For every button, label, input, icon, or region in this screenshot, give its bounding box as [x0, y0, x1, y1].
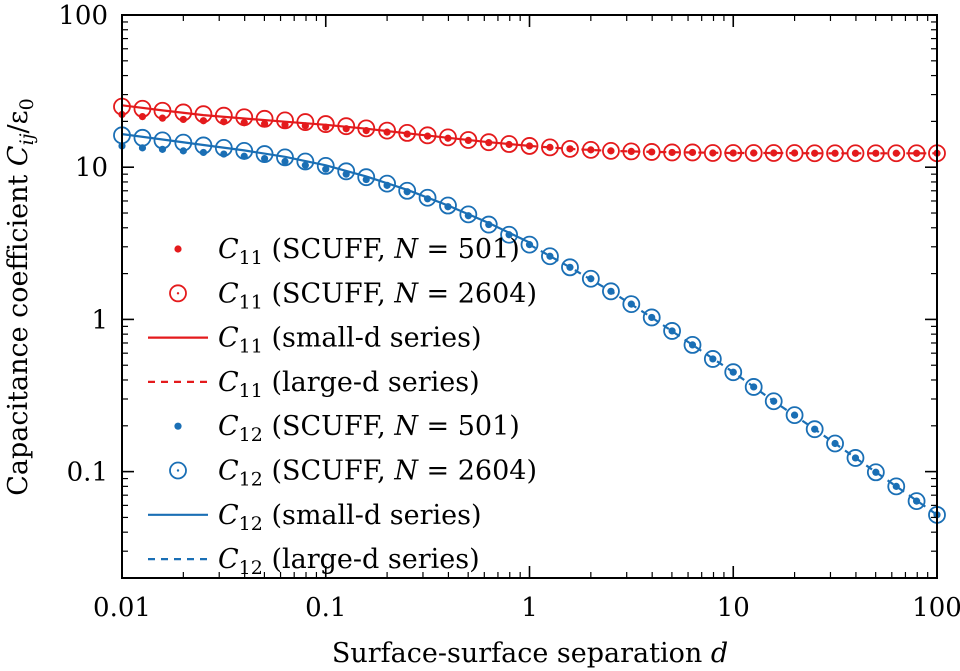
data-point-ring — [337, 162, 356, 181]
legend-label: C11 (large-d series) — [218, 367, 480, 402]
data-point-ring — [439, 196, 457, 215]
data-point-ring — [561, 258, 579, 277]
data-point-ring — [764, 392, 783, 411]
data-point-ring — [826, 434, 844, 453]
data-point — [627, 147, 635, 156]
data-point-ring — [744, 144, 763, 162]
data-point-ring — [683, 336, 702, 354]
x-tick-label: 10 — [717, 593, 750, 623]
legend-ring-center — [176, 292, 180, 295]
legend-label: C12 (SCUFF, N = 2604) — [218, 456, 537, 491]
plot-marks — [113, 97, 946, 524]
data-point — [912, 149, 921, 157]
data-point-ring — [887, 144, 906, 163]
data-point-ring — [357, 168, 376, 187]
data-point-ring — [866, 463, 885, 482]
data-point-ring — [785, 406, 804, 425]
data-point — [158, 145, 167, 153]
data-point-ring — [805, 420, 824, 439]
data-point-ring — [602, 141, 620, 160]
data-point-ring — [846, 449, 865, 467]
data-point-ring — [296, 152, 315, 171]
data-point — [770, 149, 778, 157]
y-axis-label: Capacitance coefficient Cij/ε0 — [3, 98, 38, 495]
data-point — [912, 497, 921, 505]
data-point — [872, 149, 880, 157]
data-point — [587, 146, 595, 154]
data-point-ring — [602, 282, 620, 301]
data-point — [301, 161, 309, 169]
series-line-2 — [121, 104, 530, 147]
series-line-7 — [528, 243, 938, 516]
data-point-ring — [581, 269, 600, 288]
data-point-ring — [744, 378, 763, 396]
data-point-ring — [316, 156, 335, 175]
data-point — [688, 148, 697, 157]
data-point-ring — [622, 295, 641, 314]
data-point — [546, 143, 554, 151]
data-point-ring — [500, 225, 518, 244]
data-point-ring — [541, 247, 559, 266]
data-point-ring — [703, 350, 722, 368]
data-point-ring — [520, 235, 539, 254]
data-point — [281, 157, 289, 166]
data-point-ring — [479, 215, 498, 234]
data-point-ring — [887, 477, 906, 496]
legend-label: C12 (SCUFF, N = 501) — [218, 411, 520, 446]
data-point — [668, 148, 676, 157]
data-point-ring — [398, 181, 417, 200]
data-point — [179, 115, 187, 124]
legend-ring-marker — [169, 461, 187, 480]
x-tick-label: 100 — [912, 593, 960, 623]
data-point-ring — [907, 492, 926, 511]
data-point-ring — [378, 174, 396, 193]
legend-label: C11 (SCUFF, N = 501) — [218, 234, 520, 269]
legend-label: C12 (small-d series) — [218, 500, 482, 535]
legend-dot-marker — [174, 422, 182, 430]
data-point-ring — [663, 322, 681, 340]
data-point — [260, 154, 269, 163]
legend-dot-marker — [174, 245, 182, 253]
legend-label: C11 (SCUFF, N = 2604) — [218, 278, 537, 313]
data-point — [322, 165, 330, 173]
data-point-ring — [459, 205, 478, 224]
legend-ring-marker — [169, 284, 187, 303]
data-point — [260, 120, 269, 128]
data-point-ring — [724, 363, 743, 382]
data-point — [546, 252, 554, 260]
x-axis-label: Surface-surface separation d — [332, 638, 728, 669]
legend-label: C11 (small-d series) — [218, 323, 482, 358]
data-point — [811, 149, 819, 157]
data-point-ring — [642, 308, 661, 327]
data-point — [199, 148, 208, 157]
legend: C11 (SCUFF, N = 501) C11 (SCUFF, N = 2604… — [148, 234, 537, 579]
data-point — [199, 117, 208, 125]
data-point — [281, 121, 289, 129]
legend-label: C12 (large-d series) — [218, 544, 480, 579]
series-line-6 — [121, 133, 530, 244]
data-point — [729, 149, 737, 157]
legend-ring-center — [176, 469, 180, 472]
data-point-ring — [418, 188, 437, 207]
x-tick-label: 1 — [521, 593, 538, 623]
x-tick-label: 0.01 — [93, 593, 151, 623]
y-tick-label: 1 — [91, 305, 108, 335]
axis-ticks: 0.01 0.1 1 10 100 0.1 1 10 100 — [58, 1, 960, 623]
x-tick-label: 0.1 — [305, 593, 346, 623]
y-tick-label: 0.1 — [67, 458, 108, 488]
y-tick-label: 100 — [58, 1, 108, 31]
y-tick-label: 10 — [75, 153, 108, 183]
series-line-3 — [529, 144, 937, 155]
